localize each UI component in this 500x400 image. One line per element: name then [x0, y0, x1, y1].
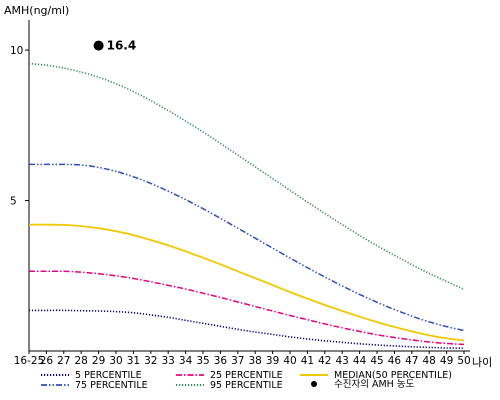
y-tick-label: 5 — [10, 196, 17, 208]
x-tick-label: 28 — [75, 355, 88, 367]
x-tick-label: 26 — [40, 355, 54, 367]
legend-label: 5 PERCENTILE — [75, 370, 142, 381]
series-lines — [28, 62, 465, 350]
x-tick-label: 36 — [214, 355, 228, 367]
x-tick-label: 42 — [318, 355, 331, 367]
legend: 5 PERCENTILE 25 PERCENTILE MEDIAN(50 PERCE… — [41, 370, 452, 391]
legend-label: 95 PERCENTILE — [210, 380, 283, 391]
legend-label: 수진자의 AMH 농도 — [334, 379, 415, 390]
x-tick-label: 27 — [57, 355, 70, 367]
x-tick-label: 49 — [440, 355, 453, 367]
x-tick-label: 37 — [231, 355, 244, 367]
patient-amh-point — [93, 40, 104, 51]
x-tick-label: 34 — [179, 355, 193, 367]
x-tick-label: 47 — [405, 355, 418, 367]
x-axis-title: 나이 — [472, 356, 492, 369]
x-tick-label: 39 — [266, 355, 279, 367]
x-tick-label: 38 — [249, 355, 262, 367]
x-tick-label: 41 — [301, 355, 314, 367]
x-tick-label: 43 — [336, 355, 349, 367]
x-tick-label: 40 — [283, 355, 296, 367]
y-tick-label: 10 — [10, 45, 23, 57]
x-tick-label: 46 — [388, 355, 402, 367]
x-tick-label: 48 — [423, 355, 436, 367]
series-line-95-percentile — [28, 62, 465, 291]
x-tick-label: 33 — [162, 355, 175, 367]
patient-amh-label: 16.4 — [107, 39, 137, 53]
x-tick-label: 32 — [144, 355, 157, 367]
y-ticks: 5 10 — [10, 45, 29, 208]
x-tick-label: 30 — [109, 355, 122, 367]
legend-label: 75 PERCENTILE — [75, 380, 148, 391]
y-axis-title: AMH(ng/ml) — [4, 4, 69, 17]
x-tick-label: 45 — [370, 355, 383, 367]
legend-label: 25 PERCENTILE — [210, 370, 283, 381]
x-tick-label: 31 — [127, 355, 140, 367]
series-line-5-percentile — [28, 309, 465, 350]
x-tick-label: 50 — [457, 355, 470, 367]
series-line-75-percentile — [28, 163, 465, 332]
x-tick-label: 35 — [196, 355, 209, 367]
annotation-points: 16.4 — [93, 39, 137, 53]
x-tick-label: 44 — [353, 355, 367, 367]
legend-label: MEDIAN(50 PERCENTILE) — [334, 370, 452, 381]
series-line-25-percentile — [28, 270, 465, 346]
x-tick-label: 29 — [92, 355, 105, 367]
legend-point-marker — [311, 381, 317, 387]
series-line-median-50-percentile — [29, 223, 465, 342]
x-tick-label: 16-25 — [14, 355, 45, 367]
